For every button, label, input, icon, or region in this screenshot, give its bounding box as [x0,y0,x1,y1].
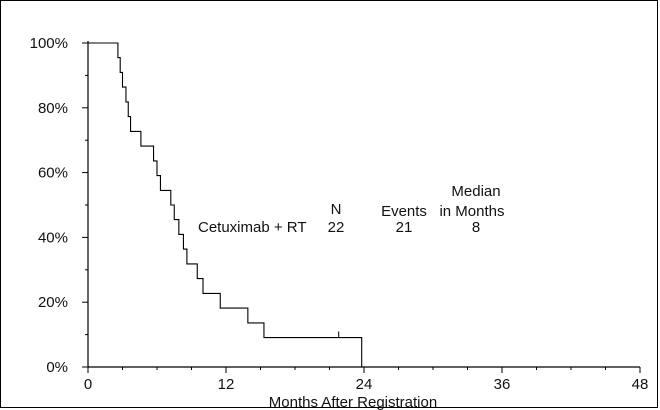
x-axis-ticks: 0 12 24 36 48 [84,367,649,393]
y-tick-label: 20% [38,294,68,311]
legend-row-name: Cetuximab + RT [198,219,307,236]
legend-row-n: 22 [328,219,345,236]
y-tick-label: 100% [30,35,68,52]
x-tick-label: 0 [84,376,92,393]
legend: N Events Median in Months Cetuximab + RT… [198,183,505,236]
y-tick-label: 80% [38,100,68,117]
y-axis-ticks: 0% 20% 40% 60% 80% 100% [30,35,88,376]
km-step-line [88,42,363,367]
y-tick-label: 40% [38,229,68,246]
x-tick-label: 48 [632,376,649,393]
legend-row-events: 21 [396,219,413,236]
y-tick-label: 0% [46,359,68,376]
x-axis-label: Months After Registration [269,394,437,410]
survival-curves [88,42,363,367]
legend-header-n: N [331,201,342,218]
legend-header-median-line2: in Months [439,203,504,220]
x-tick-label: 36 [494,376,511,393]
legend-row-median: 8 [472,219,480,236]
x-tick-label: 24 [356,376,373,393]
legend-header-events: Events [381,203,427,220]
legend-header-median-line1: Median [451,183,500,200]
y-tick-label: 60% [38,165,68,182]
x-tick-label: 12 [218,376,235,393]
